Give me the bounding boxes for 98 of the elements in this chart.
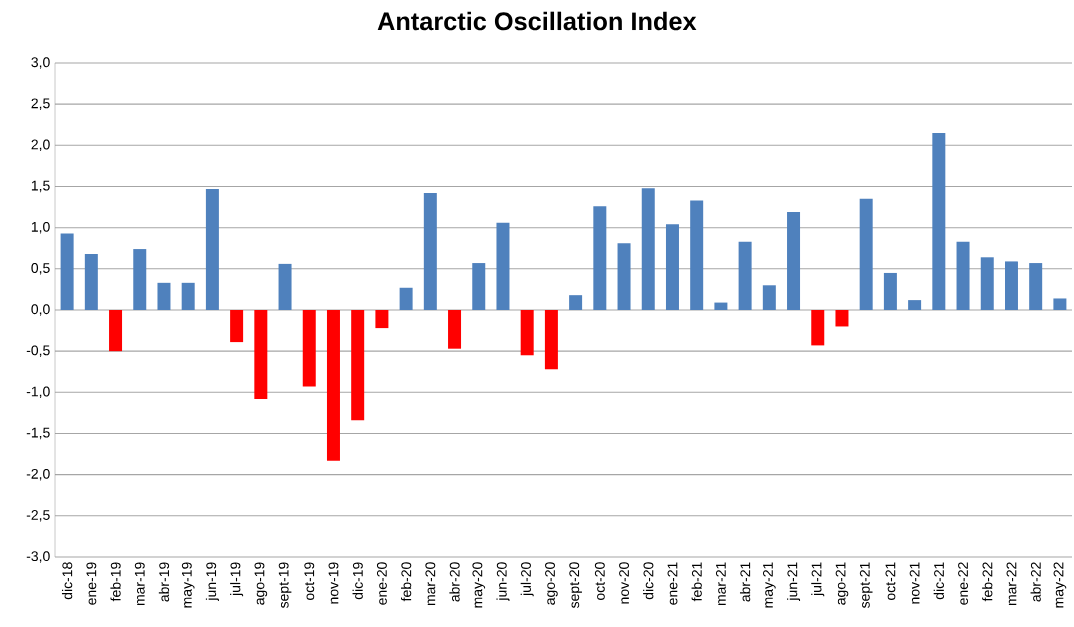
bar [520,309,534,356]
x-tick-label: mar-22 [1006,562,1017,606]
x-tick-label: ago-20 [545,562,558,605]
bar [617,243,631,310]
x-tick-label: feb-21 [691,562,702,602]
x-tick-label: may-21 [763,562,776,608]
x-tick-label: feb-22 [982,562,993,602]
x-tick-label: ene-20 [376,562,387,605]
x-tick-label: ene-21 [667,562,678,605]
bar [375,309,389,329]
bar [665,224,679,310]
x-tick-label: may-19 [181,562,195,608]
x-tick-label: ago-21 [835,562,849,605]
x-tick-label: jul-20 [520,562,534,597]
x-tick-label: nov-19 [328,562,339,604]
y-tick-label: 0,0 [31,304,50,316]
x-tick-label: nov-21 [909,562,920,604]
bar [278,263,292,310]
bar [351,309,365,421]
bar [254,309,268,399]
bar [326,309,340,461]
bar [762,285,776,310]
x-tick-label: sept-19 [278,562,292,608]
x-tick-label: ene-19 [86,562,97,605]
x-tick-label: ene-22 [958,562,968,605]
x-tick-label: ago-19 [254,562,268,605]
y-tick-label: 1,5 [31,180,50,193]
bar [690,200,704,310]
x-tick-label: dic-19 [352,562,363,600]
bar [738,241,752,310]
bar [641,188,655,310]
bar [980,257,994,310]
x-tick-label: oct-20 [594,562,605,601]
bar [157,282,171,310]
bar [835,309,849,327]
bar [302,309,316,387]
bar [448,309,462,349]
bar [714,302,728,310]
y-tick-label: 3,0 [31,57,50,69]
bar [109,309,123,352]
bar [811,309,825,346]
x-tick-label: jun-20 [496,562,510,601]
bar [496,222,510,310]
bar [932,132,946,310]
x-tick-label: mar-19 [134,562,145,606]
bar [133,249,147,310]
x-tick-label: nov-20 [619,562,630,604]
bar [399,287,413,310]
x-tick-label: dic-20 [643,562,654,600]
y-tick-label: -0,5 [26,345,50,357]
x-tick-label: may-22 [1053,562,1067,608]
bar [956,241,970,310]
x-tick-label: jul-21 [811,562,825,597]
y-tick-label: -1,5 [26,427,50,440]
bar [230,309,244,343]
bar [544,309,558,370]
bar [1004,261,1018,310]
x-tick-label: mar-20 [425,562,436,606]
bar [883,272,897,310]
y-tick-label: 0,5 [31,263,50,275]
y-tick-label: -3,0 [26,551,50,563]
bar [593,206,607,310]
bar [181,282,195,310]
x-tick-label: oct-21 [885,562,896,601]
bar [1053,298,1067,310]
bar [1029,263,1043,310]
y-tick-label: -2,5 [26,510,50,522]
x-tick-label: jun-21 [787,562,801,601]
x-tick-label: mar-21 [715,562,726,606]
bar [908,300,922,310]
bar [84,254,98,310]
y-tick-label: 2,5 [31,98,50,110]
bar [60,233,74,310]
bar [205,188,219,310]
x-tick-label: feb-20 [400,562,412,602]
y-tick-label: -1,0 [26,386,50,399]
x-tick-label: abr-22 [1030,562,1041,602]
chart-title: Antarctic Oscillation Index [377,11,697,31]
x-tick-label: feb-19 [110,562,121,602]
x-tick-label: jun-19 [205,562,219,601]
x-tick-label: sept-21 [859,562,873,608]
y-tick-label: 1,0 [31,221,50,234]
x-tick-label: jul-19 [230,562,244,597]
bar [472,263,486,310]
y-tick-label: 2,0 [31,139,50,152]
x-tick-label: abr-19 [158,562,170,602]
x-tick-label: sept-20 [569,562,582,608]
y-tick-label: -2,0 [26,468,50,481]
bar [569,295,583,310]
x-tick-label: may-20 [472,562,486,608]
bar [423,193,437,310]
bar [859,198,873,310]
x-tick-label: abr-20 [449,562,460,602]
bar [787,212,801,310]
x-tick-label: abr-21 [739,562,751,602]
x-tick-label: dic-18 [61,562,73,600]
x-tick-label: oct-19 [304,562,315,601]
x-tick-label: dic-21 [933,562,944,600]
